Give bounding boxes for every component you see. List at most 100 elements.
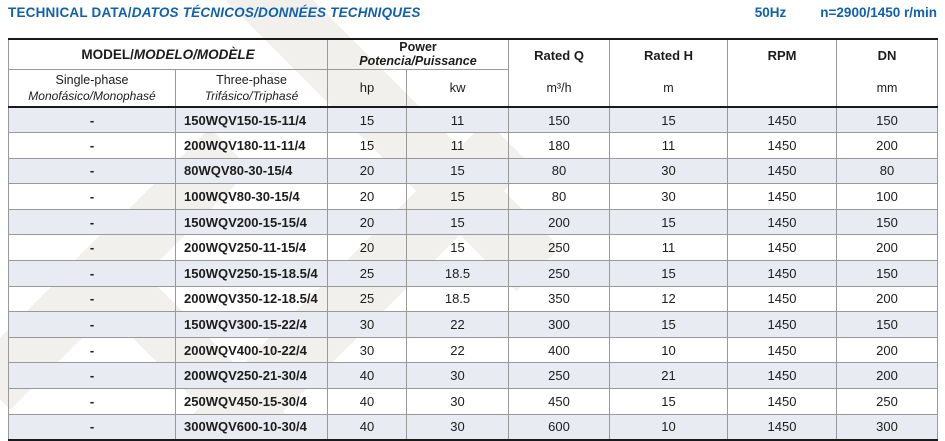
page-title-normal: TECHNICAL DATA/ — [8, 5, 132, 20]
single-phase-line1: Single-phase — [55, 72, 129, 87]
table-row: -200WQV250-11-15/4 20 15 250 11 1450 200 — [8, 234, 939, 262]
model-cell: 100WQV80-30-15/4 — [175, 183, 328, 210]
single-phase-cell: - — [8, 208, 176, 236]
hp-cell: 30 — [327, 336, 407, 364]
kw-cell: 11 — [405, 132, 510, 159]
kw-cell: 15 — [405, 183, 510, 210]
dn-cell: 200 — [836, 234, 939, 262]
rpm-cell: 1450 — [727, 208, 838, 236]
dn-cell: 80 — [836, 157, 939, 185]
model-group-italic: MODELO/MODÈLE — [133, 47, 255, 63]
table-row: -100WQV80-30-15/4 20 15 80 30 1450 100 — [8, 183, 939, 210]
rated-h-cell: 30 — [609, 157, 729, 185]
hp-cell: 15 — [327, 132, 407, 159]
dn-cell: 200 — [836, 132, 939, 159]
hp-cell: 15 — [327, 106, 407, 134]
page-title: TECHNICAL DATA/DATOS TÉCNICOS/DONNÉES TE… — [8, 5, 421, 20]
dn-cell: 150 — [836, 260, 939, 287]
table-row: -200WQV250-21-30/4 40 30 250 21 1450 200 — [8, 362, 939, 390]
rated-q-cell: 450 — [508, 388, 611, 415]
single-phase-line2: Monofásico/Monophasé — [28, 88, 156, 103]
single-phase-cell: - — [8, 413, 176, 441]
rpm-cell: 1450 — [727, 311, 838, 338]
table-body: -150WQV150-15-11/4 15 11 150 15 1450 150-200WQ… — [8, 106, 939, 441]
dn-cell: 150 — [836, 106, 939, 134]
rated-q-cell: 600 — [508, 413, 611, 441]
rpm-cell: 1450 — [727, 106, 838, 134]
dn-cell: 100 — [836, 183, 939, 210]
single-phase-cell: - — [8, 106, 176, 134]
single-phase-cell: - — [8, 157, 176, 185]
rated-q-cell: 80 — [508, 183, 611, 210]
rated-q-cell: 250 — [508, 362, 611, 390]
model-cell: 200WQV250-11-15/4 — [175, 234, 328, 262]
rpm-cell: 1450 — [727, 183, 838, 210]
kw-cell: 15 — [405, 157, 510, 185]
kw-cell: 30 — [405, 388, 510, 415]
dn-unit: mm — [876, 81, 898, 95]
hp-cell: 25 — [327, 285, 407, 313]
rated-h-cell: 10 — [609, 413, 729, 441]
hp-cell: 20 — [327, 183, 407, 210]
single-phase-cell: - — [8, 336, 176, 364]
rpm-cell: 1450 — [727, 234, 838, 262]
rpm-cell: 1450 — [727, 362, 838, 390]
kw-cell: 18.5 — [405, 285, 510, 313]
dn-header: DN mm — [836, 38, 939, 108]
model-group-normal: MODEL/ — [81, 47, 134, 63]
rated-h-cell: 11 — [609, 132, 729, 159]
rpm-title: RPM — [767, 47, 797, 63]
rpm-unit — [728, 70, 836, 106]
hp-cell: 40 — [327, 362, 407, 390]
table-row: -250WQV450-15-30/4 40 30 450 15 1450 250 — [8, 388, 939, 415]
rated-h-cell: 21 — [609, 362, 729, 390]
model-cell: 150WQV250-15-18.5/4 — [175, 260, 328, 287]
kw-cell: 22 — [405, 336, 510, 364]
frequency-info: 50Hz n=2900/1450 r/min — [755, 5, 937, 20]
single-phase-cell: - — [8, 285, 176, 313]
dn-cell: 300 — [836, 413, 939, 441]
rated-h-unit: m — [663, 81, 674, 95]
single-phase-cell: - — [8, 388, 176, 415]
page-title-italic: DATOS TÉCNICOS/DONNÉES TECHNIQUES — [131, 5, 421, 20]
dn-cell: 250 — [836, 388, 939, 415]
rated-h-cell: 30 — [609, 183, 729, 210]
rated-h-header: Rated H m — [609, 38, 729, 108]
rated-q-unit: m³/h — [546, 81, 572, 95]
table-row: -80WQV80-30-15/4 20 15 80 30 1450 80 — [8, 157, 939, 185]
rpm-cell: 1450 — [727, 132, 838, 159]
rpm-cell: 1450 — [727, 388, 838, 415]
table-row: -300WQV600-10-30/4 40 30 600 10 1450 300 — [8, 413, 939, 441]
hp-cell: 40 — [327, 413, 407, 441]
rated-q-cell: 400 — [508, 336, 611, 364]
rpm-cell: 1450 — [727, 285, 838, 313]
rpm-cell: 1450 — [727, 260, 838, 287]
technical-data-table: MODEL/MODELO/MODÈLE Power Potencia/Puiss… — [8, 38, 939, 441]
model-group-header: MODEL/MODELO/MODÈLE — [8, 38, 328, 71]
kw-cell: 18.5 — [405, 260, 510, 287]
dn-cell: 150 — [836, 311, 939, 338]
hp-cell: 20 — [327, 208, 407, 236]
dn-cell: 150 — [836, 208, 939, 236]
model-cell: 150WQV200-15-15/4 — [175, 208, 328, 236]
table-row: -150WQV300-15-22/4 30 22 300 15 1450 150 — [8, 311, 939, 338]
speed-value: n=2900/1450 r/min — [820, 5, 937, 20]
rated-h-cell: 11 — [609, 234, 729, 262]
model-cell: 200WQV400-10-22/4 — [175, 336, 328, 364]
rated-q-cell: 180 — [508, 132, 611, 159]
model-cell: 200WQV180-11-11/4 — [175, 132, 328, 159]
rated-h-cell: 15 — [609, 311, 729, 338]
three-phase-line1: Three-phase — [216, 72, 287, 87]
rated-q-cell: 80 — [508, 157, 611, 185]
rated-q-cell: 250 — [508, 234, 611, 262]
frequency-value: 50Hz — [754, 5, 787, 20]
rpm-cell: 1450 — [727, 413, 838, 441]
kw-cell: 22 — [405, 311, 510, 338]
hp-header: hp — [327, 69, 407, 108]
model-cell: 200WQV350-12-18.5/4 — [175, 285, 328, 313]
table-row: -200WQV350-12-18.5/4 25 18.5 350 12 1450 200 — [8, 285, 939, 313]
rated-q-cell: 300 — [508, 311, 611, 338]
rated-h-cell: 15 — [609, 260, 729, 287]
kw-cell: 11 — [405, 106, 510, 134]
